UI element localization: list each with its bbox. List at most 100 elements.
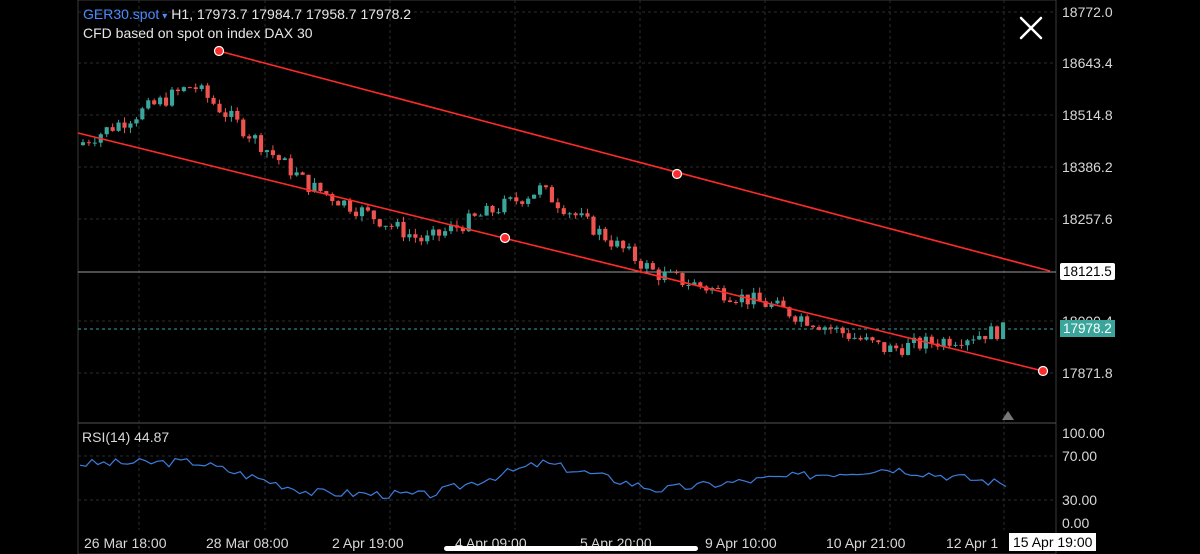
candle-body: [353, 211, 359, 217]
candle-body: [264, 150, 270, 153]
candle-body: [532, 194, 537, 199]
candle-body: [229, 110, 234, 117]
candle-body: [751, 292, 756, 305]
candle-body: [383, 225, 388, 227]
channel[interactable]: [77, 45, 1051, 377]
candle-body: [466, 213, 471, 232]
candle-body: [989, 326, 994, 340]
candle-body: [247, 136, 252, 139]
candle-body: [971, 339, 976, 341]
rsi-indicator-label[interactable]: RSI(14) 44.87: [82, 429, 170, 445]
candle-body: [656, 269, 661, 281]
y-axis-label: 18514.8: [1062, 107, 1113, 123]
y-axis-label: 18257.6: [1062, 211, 1113, 227]
candle-body: [169, 89, 175, 106]
candle-body: [158, 97, 163, 105]
candle-body: [828, 327, 833, 329]
candle-body: [775, 300, 780, 304]
close-icon[interactable]: [1016, 13, 1046, 43]
candles: [80, 82, 1006, 358]
candle-body: [846, 333, 851, 339]
candle-body: [442, 231, 448, 236]
candle-body: [579, 213, 584, 216]
channel-handle[interactable]: [1037, 365, 1049, 377]
candle-body: [235, 110, 240, 120]
candle-body: [478, 215, 483, 217]
candle-body: [609, 240, 614, 247]
candle-body: [163, 97, 169, 106]
candle-body: [407, 234, 412, 238]
channel-lower-line[interactable]: [77, 132, 1044, 372]
candle-body: [401, 221, 406, 238]
candle-body: [840, 327, 845, 334]
candle-body: [983, 335, 988, 340]
candle-body: [377, 219, 382, 227]
candle-body: [514, 197, 519, 202]
candle-body: [745, 294, 750, 305]
candle-body: [86, 142, 91, 144]
candle-body: [330, 194, 335, 202]
x-axis-current-time: 15 Apr 19:00: [1009, 533, 1097, 551]
candle-body: [668, 271, 673, 273]
candle-body: [615, 240, 620, 247]
symbol-name[interactable]: GER30.spot: [83, 6, 160, 22]
candle-body: [876, 340, 881, 343]
candle-body: [721, 288, 727, 301]
candle-body: [905, 342, 911, 355]
candle-body: [175, 89, 181, 92]
scroll-end-marker[interactable]: [1002, 411, 1014, 420]
candle-body: [965, 340, 970, 346]
candle-body: [199, 85, 204, 89]
chevron-down-icon[interactable]: ▾: [162, 11, 168, 22]
candle-body: [543, 185, 549, 188]
candle-body: [490, 205, 495, 213]
candle-body: [448, 225, 454, 232]
candle-body: [816, 327, 822, 330]
candle-body: [306, 174, 311, 192]
candle-body: [282, 158, 287, 161]
candle-body: [781, 300, 786, 308]
rsi-axis-label: 0.00: [1062, 515, 1090, 531]
candle-body: [591, 216, 596, 235]
y-axis-label: 17871.8: [1062, 365, 1113, 381]
candle-body: [324, 191, 329, 195]
candle-body: [894, 345, 899, 349]
x-axis-label: 26 Mar 18:00: [84, 535, 167, 551]
candle-body: [318, 182, 323, 192]
candle-body: [104, 127, 109, 135]
rsi-axis-label: 30.00: [1062, 492, 1098, 508]
candle-body: [80, 142, 86, 146]
home-indicator[interactable]: [444, 546, 698, 551]
channel-handle[interactable]: [499, 232, 511, 244]
rsi-axis-label: 100.00: [1062, 425, 1105, 441]
candle-body: [211, 97, 216, 104]
candle-body: [716, 287, 721, 289]
candle-body: [526, 198, 531, 204]
chart-frame: [77, 0, 1057, 554]
candle-body: [508, 197, 513, 199]
horizontal-grid: [78, 11, 1056, 501]
candle-body: [870, 337, 875, 341]
candle-body: [460, 227, 465, 232]
channel-upper-line[interactable]: [218, 50, 1051, 272]
candle-body: [359, 207, 365, 217]
candle-body: [140, 108, 145, 120]
candle-body: [258, 135, 264, 153]
candle-body: [561, 208, 566, 215]
candle-body: [336, 201, 341, 206]
candle-body: [365, 207, 370, 211]
candle-body: [811, 325, 816, 328]
candle-body: [793, 316, 798, 322]
candle-body: [686, 284, 691, 286]
candle-body: [312, 182, 317, 192]
channel-handle[interactable]: [213, 45, 225, 57]
candle-body: [698, 282, 703, 287]
candle-body: [603, 228, 608, 241]
candle-body: [537, 185, 543, 195]
x-axis-label: 9 Apr 10:00: [705, 535, 777, 551]
candle-body: [953, 344, 958, 346]
channel-handle[interactable]: [671, 168, 683, 180]
symbol-header[interactable]: GER30.spot ▾ H1, 17973.7 17984.7 17958.7 1…: [83, 6, 411, 22]
candle-body: [888, 345, 893, 352]
